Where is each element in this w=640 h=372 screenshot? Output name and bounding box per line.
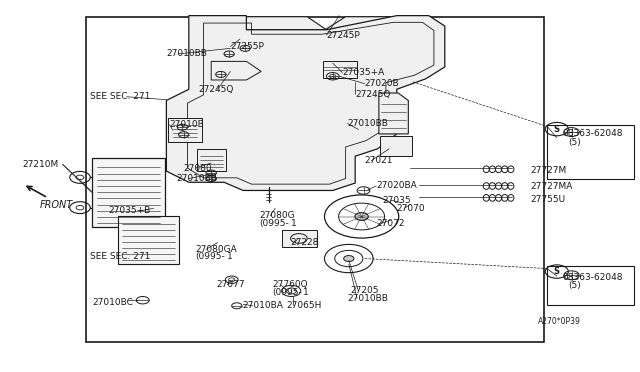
Text: (0995-: (0995- xyxy=(272,288,301,296)
Text: 27010BB: 27010BB xyxy=(166,49,207,58)
Text: 27021: 27021 xyxy=(365,156,394,165)
Text: S: S xyxy=(554,125,560,134)
Polygon shape xyxy=(166,16,445,190)
Text: 27077: 27077 xyxy=(216,280,245,289)
Text: 27245Q: 27245Q xyxy=(198,85,234,94)
Text: 27065H: 27065H xyxy=(287,301,322,310)
Text: 27760Q: 27760Q xyxy=(272,280,308,289)
Text: 27210M: 27210M xyxy=(22,160,59,169)
Text: 27255P: 27255P xyxy=(230,42,264,51)
FancyBboxPatch shape xyxy=(168,118,202,142)
Text: 27072: 27072 xyxy=(376,219,405,228)
Text: 27020BA: 27020BA xyxy=(376,182,417,190)
Text: 27755U: 27755U xyxy=(530,195,565,203)
FancyBboxPatch shape xyxy=(282,230,317,247)
Text: (5): (5) xyxy=(568,138,581,147)
Text: 08363-62048: 08363-62048 xyxy=(562,129,623,138)
Text: (0995-: (0995- xyxy=(259,219,289,228)
Text: 27727MA: 27727MA xyxy=(530,182,572,191)
Text: 27010BB: 27010BB xyxy=(176,174,217,183)
Text: 1: 1 xyxy=(227,252,233,261)
Text: 27010B: 27010B xyxy=(170,120,204,129)
Text: 27080G: 27080G xyxy=(259,211,295,220)
Text: 27245P: 27245P xyxy=(326,31,360,40)
Circle shape xyxy=(344,256,354,262)
Text: 27205: 27205 xyxy=(351,286,380,295)
Polygon shape xyxy=(246,17,326,30)
Text: 27010BA: 27010BA xyxy=(242,301,283,310)
Text: 27035+A: 27035+A xyxy=(342,68,385,77)
Text: 27245Q: 27245Q xyxy=(355,90,390,99)
Text: 27727M: 27727M xyxy=(530,166,566,175)
Text: 27010BB: 27010BB xyxy=(348,119,388,128)
Text: 27080GA: 27080GA xyxy=(195,245,237,254)
FancyBboxPatch shape xyxy=(92,158,165,227)
Text: 1: 1 xyxy=(303,288,308,296)
Text: 27035: 27035 xyxy=(382,196,411,205)
Text: FRONT: FRONT xyxy=(40,200,73,209)
Text: 27010BC: 27010BC xyxy=(93,298,134,307)
FancyBboxPatch shape xyxy=(118,216,179,264)
Polygon shape xyxy=(379,93,408,134)
Text: S: S xyxy=(554,267,560,276)
Text: 27228: 27228 xyxy=(290,238,318,247)
Text: A270*0P39: A270*0P39 xyxy=(538,317,580,326)
Text: (5): (5) xyxy=(568,281,581,290)
Text: 08363-62048: 08363-62048 xyxy=(562,273,623,282)
Polygon shape xyxy=(325,17,397,30)
Text: (0995-: (0995- xyxy=(195,252,225,261)
FancyBboxPatch shape xyxy=(197,149,226,171)
Text: 27010BB: 27010BB xyxy=(348,294,388,303)
Text: 27070: 27070 xyxy=(397,204,426,213)
Text: 27020B: 27020B xyxy=(365,79,399,88)
Text: 27035+B: 27035+B xyxy=(109,206,151,215)
Polygon shape xyxy=(227,33,259,51)
Text: 27080: 27080 xyxy=(183,164,212,173)
Circle shape xyxy=(355,213,368,220)
Polygon shape xyxy=(211,61,261,80)
Text: SEE SEC. 271: SEE SEC. 271 xyxy=(90,92,150,101)
FancyBboxPatch shape xyxy=(380,136,412,156)
Text: 1: 1 xyxy=(291,219,297,228)
Text: SEE SEC. 271: SEE SEC. 271 xyxy=(90,252,150,261)
Polygon shape xyxy=(323,61,357,78)
